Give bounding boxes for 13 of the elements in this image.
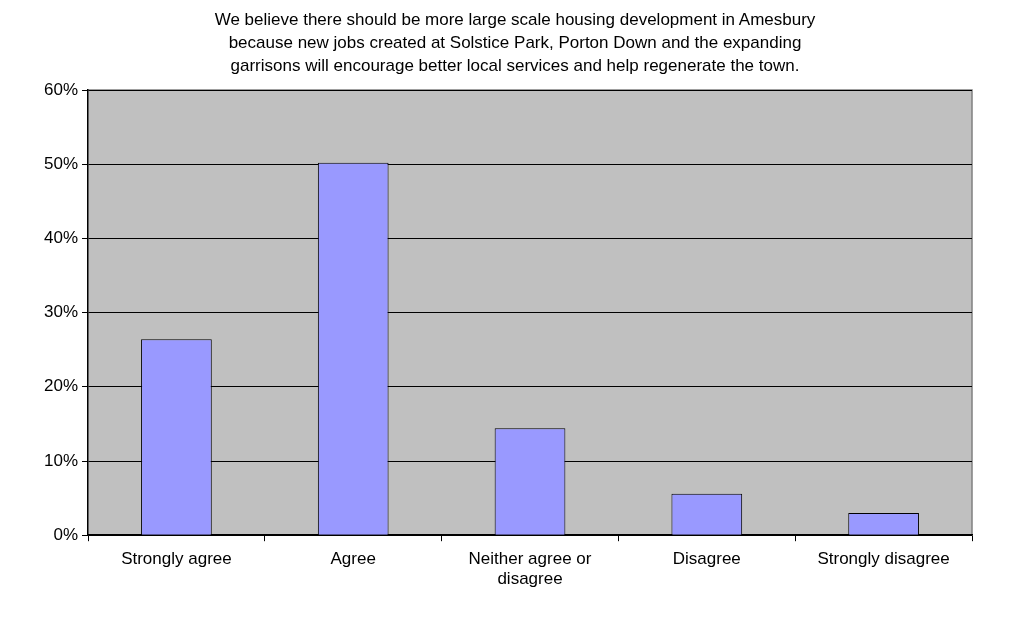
y-tick-label: 30%	[43, 302, 79, 322]
chart-title: We believe there should be more large scale housing development in Amesbury because new jobs created at Solstice Park, Porton Down and the expanding garrisons will encourage better local services and help regenerate the town.	[213, 9, 817, 77]
x-tick-label: Disagree	[672, 549, 741, 569]
y-tick-label: 40%	[43, 228, 79, 248]
y-tick-label: 10%	[43, 450, 79, 470]
x-tick-label: Agree	[330, 549, 376, 569]
x-tick-label: Strongly disagree	[817, 549, 950, 569]
y-tick-label: 0%	[53, 524, 79, 544]
y-tick-label: 50%	[43, 153, 79, 173]
x-tick-label: Strongly agree	[121, 549, 232, 569]
y-tick-label: 20%	[43, 376, 79, 396]
x-tick-label: Neither agree or disagree	[468, 549, 592, 589]
y-tick-label: 60%	[43, 79, 79, 99]
